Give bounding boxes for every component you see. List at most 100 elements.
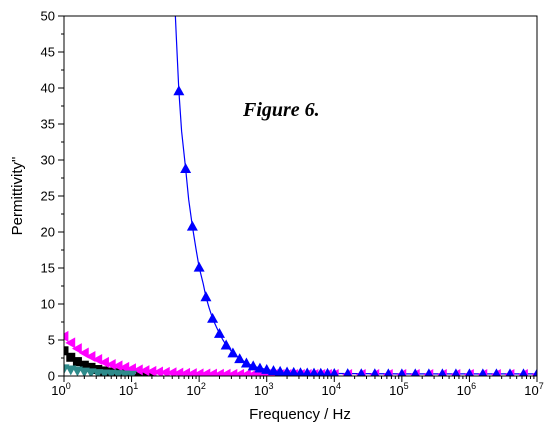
series-1-point xyxy=(132,364,143,376)
x-tick-label: 107 xyxy=(524,381,543,398)
y-tick-label: 10 xyxy=(41,297,55,312)
series-3-point xyxy=(240,357,252,368)
x-tick-label: 101 xyxy=(119,381,138,398)
series-1-point xyxy=(173,367,184,376)
series-2-point xyxy=(126,370,138,376)
x-tick-base: 10 xyxy=(51,383,65,398)
x-tick-exponent: 7 xyxy=(539,381,544,391)
x-tick-base: 10 xyxy=(457,383,471,398)
x-tick-exponent: 1 xyxy=(133,381,138,391)
y-tick-label: 5 xyxy=(48,333,55,348)
series-3-point xyxy=(288,366,299,376)
x-tick-exponent: 2 xyxy=(201,381,206,391)
series-3-point xyxy=(424,368,434,376)
series-2-point xyxy=(64,364,70,375)
y-tick-label: 0 xyxy=(48,369,55,384)
y-axis-title: Permittivity" xyxy=(9,157,26,236)
series-3-point xyxy=(438,368,447,376)
x-tick-base: 10 xyxy=(254,383,268,398)
figure-annotation: Figure 6. xyxy=(242,99,320,121)
y-tick-label: 45 xyxy=(41,45,55,60)
series-0-point xyxy=(72,357,82,367)
series-1-point xyxy=(105,358,116,370)
x-tick-exponent: 5 xyxy=(404,381,409,391)
series-1-point xyxy=(64,330,69,342)
series-3-point xyxy=(267,365,279,375)
y-tick-label: 50 xyxy=(41,9,55,24)
x-tick-exponent: 4 xyxy=(336,381,341,391)
y-tick-label: 20 xyxy=(41,225,55,240)
x-tick-exponent: 6 xyxy=(471,381,476,391)
series-3-point xyxy=(213,328,225,338)
x-tick-base: 10 xyxy=(322,383,336,398)
series-3-point xyxy=(384,368,393,376)
series-3-point xyxy=(343,368,353,376)
series-3-point xyxy=(323,367,333,376)
series-3-point xyxy=(309,367,319,376)
y-tick-label: 35 xyxy=(41,117,55,132)
series-1-point xyxy=(159,366,170,376)
x-tick-label: 104 xyxy=(322,381,341,398)
x-tick-base: 10 xyxy=(389,383,403,398)
series-3-point xyxy=(200,291,212,302)
series-3-point xyxy=(173,85,185,96)
x-axis: 100 101 102 103 104 105 106 107 xyxy=(51,376,544,398)
series-1-point xyxy=(112,360,123,372)
series-3-point xyxy=(397,368,407,376)
series-1-point xyxy=(65,337,76,349)
series-3-point xyxy=(532,368,537,376)
series-3-point xyxy=(281,366,293,376)
series-3-point xyxy=(261,364,273,374)
plot-frame xyxy=(63,15,538,377)
x-tick-exponent: 0 xyxy=(66,381,71,391)
series-3-point xyxy=(519,368,528,376)
series-3-point xyxy=(234,353,246,364)
series-3-point xyxy=(316,367,326,376)
series-curves xyxy=(174,16,537,375)
series-1-point xyxy=(139,365,150,376)
series-3-point xyxy=(274,365,286,376)
x-tick-label: 102 xyxy=(186,381,205,398)
series-3-point xyxy=(193,261,205,272)
x-tick-label: 105 xyxy=(389,381,408,398)
series-1-point xyxy=(99,356,109,368)
series-3-point xyxy=(186,220,198,231)
x-tick-base: 10 xyxy=(119,383,133,398)
series-3-point xyxy=(220,339,232,350)
series-3-point xyxy=(465,368,474,376)
series-3-point xyxy=(227,347,239,358)
series-3-point xyxy=(492,368,501,376)
x-tick-base: 10 xyxy=(524,383,538,398)
x-tick-base: 10 xyxy=(186,383,200,398)
x-axis-title: Frequency / Hz xyxy=(249,406,351,423)
series-3-point xyxy=(180,163,192,174)
x-tick-exponent: 3 xyxy=(268,381,273,391)
series-3-line xyxy=(174,16,537,375)
series-1-point xyxy=(78,347,89,359)
series-3-point xyxy=(302,367,312,376)
series-3-point xyxy=(478,368,488,376)
y-tick-label: 15 xyxy=(41,261,55,276)
y-tick-label: 30 xyxy=(41,153,55,168)
series-3-point xyxy=(207,312,219,323)
series-3-point xyxy=(247,360,259,371)
series-3-point xyxy=(370,368,380,376)
series-1-point xyxy=(166,367,177,376)
y-tick-label: 25 xyxy=(41,189,55,204)
y-axis: 0 5 10 15 20 25 30 35 40 45 50 xyxy=(41,9,64,384)
x-tick-label: 100 xyxy=(51,381,70,398)
series-3-point xyxy=(356,368,366,376)
series-3-point xyxy=(411,368,420,376)
series-3-point xyxy=(451,368,461,376)
series-3-point xyxy=(295,367,306,376)
series-1-point xyxy=(119,361,130,373)
series-1-point xyxy=(146,365,157,376)
y-tick-label: 40 xyxy=(41,81,55,96)
series-1-point xyxy=(153,366,163,376)
x-tick-label: 106 xyxy=(457,381,476,398)
x-tick-label: 103 xyxy=(254,381,273,398)
series-3-point xyxy=(505,368,515,376)
series-3-point xyxy=(254,362,266,373)
series-3-point xyxy=(329,367,339,376)
